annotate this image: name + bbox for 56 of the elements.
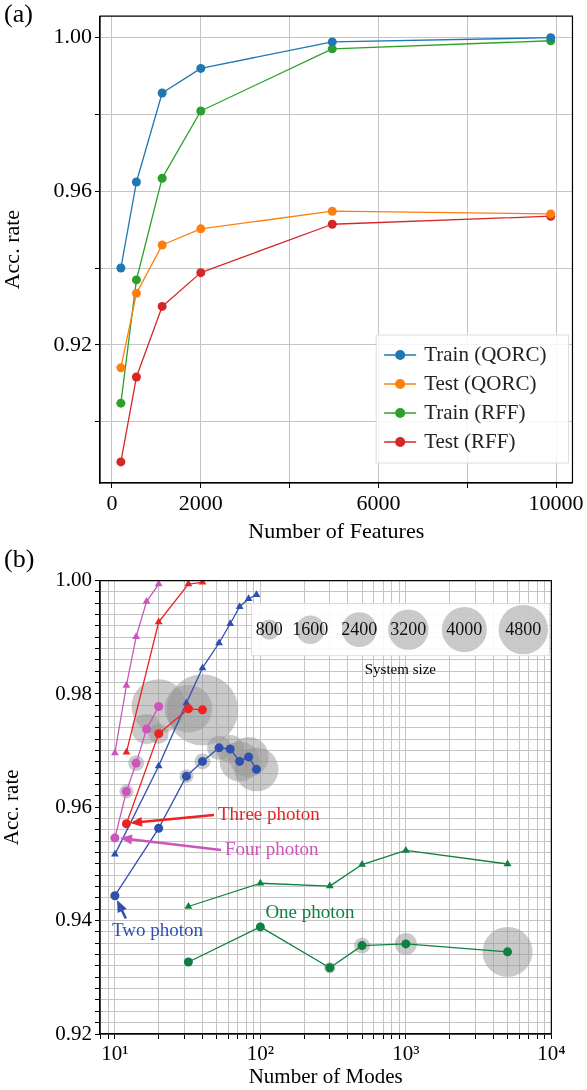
y-tick-label: 0.98 — [55, 680, 92, 705]
legend-title: System size — [364, 660, 437, 677]
y-tick-label: 1.00 — [53, 23, 92, 49]
x-axis-title: Number of Modes — [248, 1063, 403, 1088]
legend-label: 4000 — [446, 619, 483, 640]
y-tick-label: 0.94 — [55, 907, 93, 932]
annotation: One photon — [265, 900, 356, 922]
annotation: Three photon — [218, 802, 321, 824]
x-tick-label: 10000 — [528, 489, 584, 515]
point — [131, 372, 141, 382]
point — [196, 224, 206, 234]
legend-label: 800 — [255, 619, 283, 640]
x-tick-label: 10³ — [392, 1041, 420, 1066]
y-tick-label: 0.92 — [53, 330, 92, 356]
point — [131, 288, 141, 298]
x-tick-label: 10² — [246, 1041, 275, 1066]
legend-label: 4800 — [505, 619, 542, 640]
annotation: Four photon — [225, 837, 319, 859]
point — [327, 37, 337, 47]
y-axis-title: Acc. rate — [0, 209, 24, 290]
y-tick-label: 1.00 — [55, 567, 92, 592]
legend-label: Train (QORC) — [424, 341, 547, 366]
point — [327, 219, 337, 229]
point — [131, 177, 141, 187]
legend-label: Train (RFF) — [424, 399, 526, 424]
legend-label: Test (QORC) — [424, 370, 537, 395]
x-tick-label: 10¹ — [101, 1041, 129, 1066]
y-tick-label: 0.96 — [53, 177, 92, 203]
x-tick-label: 10⁴ — [537, 1041, 566, 1066]
point — [116, 457, 126, 467]
point — [157, 88, 167, 98]
y-tick-label: 0.96 — [55, 793, 92, 818]
point — [116, 263, 126, 273]
annotation: Two photon — [111, 918, 204, 940]
point — [327, 206, 337, 216]
point — [157, 240, 167, 250]
y-axis-title: Acc. rate — [0, 769, 24, 846]
legend-label: 2400 — [341, 619, 378, 640]
legend-label: 3200 — [390, 619, 427, 640]
point — [196, 268, 206, 278]
x-tick-label: 2000 — [178, 489, 223, 515]
point — [196, 106, 206, 116]
point — [131, 275, 141, 285]
point — [157, 173, 167, 183]
point — [196, 63, 206, 73]
point — [116, 398, 126, 408]
text: (a) — [4, 0, 33, 28]
x-tick-label: 6000 — [356, 489, 401, 515]
x-axis-title: Number of Features — [248, 517, 425, 543]
point — [116, 363, 126, 373]
point — [157, 301, 167, 311]
x-tick-label: 0 — [106, 489, 118, 515]
legend-label: Test (RFF) — [424, 428, 516, 453]
y-tick-label: 0.92 — [55, 1020, 92, 1045]
text: (b) — [4, 543, 35, 573]
legend-label: 1600 — [292, 619, 329, 640]
